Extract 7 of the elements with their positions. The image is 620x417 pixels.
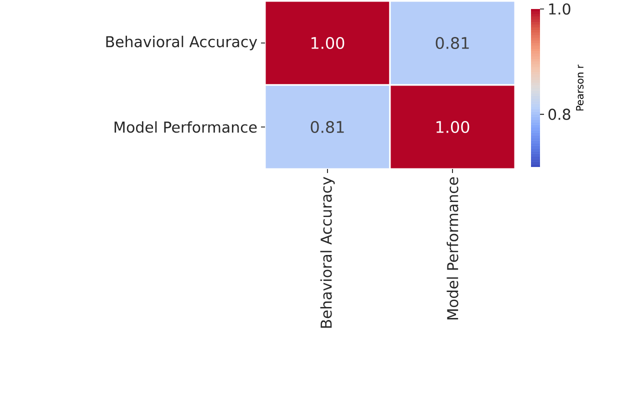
data-label: 1.00 (312, 36, 344, 50)
color-bar-label: 0.8 (548, 108, 570, 120)
color-bar-label: 1.0 (549, 3, 570, 15)
data-label: 0.81 (310, 120, 344, 134)
data-label: 1.00 (436, 120, 470, 134)
data-label: 0.81 (436, 36, 469, 50)
color-bar-title: Pearson r (576, 64, 584, 110)
